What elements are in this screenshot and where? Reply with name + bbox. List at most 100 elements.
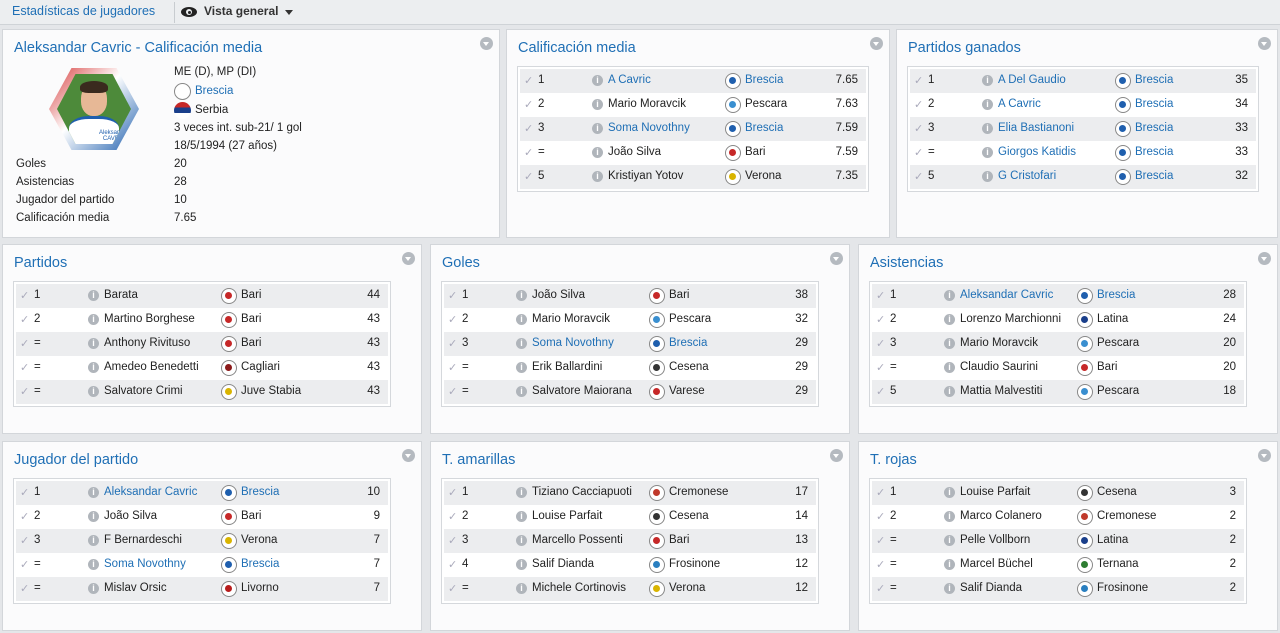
team-name[interactable]: Brescia: [745, 122, 784, 134]
player-name[interactable]: Mario Moravcik: [608, 98, 686, 110]
table-row[interactable]: ✓ = i Claudio Saurini Bari 20: [872, 356, 1244, 380]
team-name[interactable]: Latina: [1097, 534, 1129, 546]
info-icon[interactable]: i: [516, 314, 527, 325]
team-name[interactable]: Brescia: [745, 74, 784, 86]
info-icon[interactable]: i: [982, 75, 993, 86]
info-icon[interactable]: i: [88, 487, 99, 498]
table-row[interactable]: ✓ = i Amedeo Benedetti Cagliari 43: [16, 356, 388, 380]
info-icon[interactable]: i: [88, 290, 99, 301]
table-row[interactable]: ✓ = i Erik Ballardini Cesena 29: [444, 356, 816, 380]
panel-menu-icon[interactable]: [402, 252, 415, 265]
info-icon[interactable]: i: [944, 559, 955, 570]
table-row[interactable]: ✓ = i Pelle Vollborn Latina 2: [872, 529, 1244, 553]
chevron-down-icon[interactable]: [285, 10, 293, 15]
team-name[interactable]: Pescara: [1097, 337, 1140, 349]
player-name[interactable]: João Silva: [532, 289, 586, 301]
table-row[interactable]: ✓ 3 i Marcello Possenti Bari 13: [444, 529, 816, 553]
player-name[interactable]: Giorgos Katidis: [998, 146, 1076, 158]
shortlist-check-icon[interactable]: ✓: [524, 99, 534, 111]
shortlist-check-icon[interactable]: ✓: [876, 535, 886, 547]
player-name[interactable]: Mattia Malvestiti: [960, 385, 1043, 397]
team-name[interactable]: Livorno: [241, 582, 279, 594]
team-name[interactable]: Cagliari: [241, 361, 280, 373]
info-icon[interactable]: i: [982, 123, 993, 134]
player-name[interactable]: Soma Novothny: [104, 558, 186, 570]
shortlist-check-icon[interactable]: ✓: [20, 511, 30, 523]
table-row[interactable]: ✓ 5 i G Cristofari Brescia 32: [910, 165, 1256, 189]
info-icon[interactable]: i: [516, 511, 527, 522]
info-icon[interactable]: i: [516, 583, 527, 594]
shortlist-check-icon[interactable]: ✓: [20, 362, 30, 374]
team-name[interactable]: Brescia: [241, 486, 280, 498]
player-name[interactable]: Lorenzo Marchionni: [960, 313, 1062, 325]
shortlist-check-icon[interactable]: ✓: [524, 171, 534, 183]
table-row[interactable]: ✓ 1 i Barata Bari 44: [16, 284, 388, 308]
shortlist-check-icon[interactable]: ✓: [876, 386, 886, 398]
shortlist-check-icon[interactable]: ✓: [20, 290, 30, 302]
table-row[interactable]: ✓ 4 i Salif Dianda Frosinone 12: [444, 553, 816, 577]
team-name[interactable]: Pescara: [669, 313, 712, 325]
info-icon[interactable]: i: [88, 362, 99, 373]
table-row[interactable]: ✓ = i Salvatore Maiorana Varese 29: [444, 380, 816, 404]
info-icon[interactable]: i: [516, 290, 527, 301]
team-name[interactable]: Varese: [669, 385, 705, 397]
player-name[interactable]: Erik Ballardini: [532, 361, 603, 373]
team-name[interactable]: Pescara: [745, 98, 788, 110]
info-icon[interactable]: i: [592, 75, 603, 86]
team-name[interactable]: Frosinone: [669, 558, 721, 570]
table-row[interactable]: ✓ 2 i Marco Colanero Cremonese 2: [872, 505, 1244, 529]
team-name[interactable]: Cremonese: [669, 486, 729, 498]
table-row[interactable]: ✓ 1 i João Silva Bari 38: [444, 284, 816, 308]
shortlist-check-icon[interactable]: ✓: [524, 75, 534, 87]
info-icon[interactable]: i: [982, 171, 993, 182]
info-icon[interactable]: i: [88, 386, 99, 397]
shortlist-check-icon[interactable]: ✓: [448, 535, 458, 547]
table-row[interactable]: ✓ 3 i F Bernardeschi Verona 7: [16, 529, 388, 553]
table-row[interactable]: ✓ 2 i Mario Moravcik Pescara 7.63: [520, 93, 866, 117]
player-name[interactable]: Salvatore Crimi: [104, 385, 183, 397]
info-icon[interactable]: i: [516, 535, 527, 546]
table-row[interactable]: ✓ 1 i Tiziano Cacciapuoti Cremonese 17: [444, 481, 816, 505]
info-icon[interactable]: i: [88, 583, 99, 594]
player-name[interactable]: Tiziano Cacciapuoti: [532, 486, 632, 498]
table-row[interactable]: ✓ 2 i Louise Parfait Cesena 14: [444, 505, 816, 529]
breadcrumb[interactable]: Estadísticas de jugadores: [12, 4, 156, 18]
player-name[interactable]: Salif Dianda: [532, 558, 595, 570]
shortlist-check-icon[interactable]: ✓: [914, 171, 924, 183]
team-name[interactable]: Pescara: [1097, 385, 1140, 397]
team-name[interactable]: Bari: [1097, 361, 1118, 373]
info-icon[interactable]: i: [944, 338, 955, 349]
table-row[interactable]: ✓ = i Salif Dianda Frosinone 2: [872, 577, 1244, 601]
team-name[interactable]: Juve Stabia: [241, 385, 302, 397]
player-name[interactable]: Soma Novothny: [532, 337, 614, 349]
info-icon[interactable]: i: [592, 99, 603, 110]
table-row[interactable]: ✓ 1 i A Cavric Brescia 7.65: [520, 69, 866, 93]
team-name[interactable]: Brescia: [1097, 289, 1136, 301]
panel-menu-icon[interactable]: [830, 449, 843, 462]
info-icon[interactable]: i: [982, 147, 993, 158]
table-row[interactable]: ✓ 3 i Mario Moravcik Pescara 20: [872, 332, 1244, 356]
team-name[interactable]: Bari: [669, 534, 690, 546]
info-icon[interactable]: i: [592, 123, 603, 134]
shortlist-check-icon[interactable]: ✓: [876, 314, 886, 326]
info-icon[interactable]: i: [982, 99, 993, 110]
info-icon[interactable]: i: [88, 338, 99, 349]
shortlist-check-icon[interactable]: ✓: [914, 75, 924, 87]
info-icon[interactable]: i: [516, 487, 527, 498]
team-name[interactable]: Verona: [241, 534, 278, 546]
team-name[interactable]: Brescia: [1135, 74, 1174, 86]
panel-menu-icon[interactable]: [1258, 252, 1271, 265]
team-name[interactable]: Latina: [1097, 313, 1129, 325]
team-name[interactable]: Brescia: [1135, 170, 1174, 182]
player-name[interactable]: Martino Borghese: [104, 313, 195, 325]
team-name[interactable]: Bari: [241, 313, 262, 325]
info-icon[interactable]: i: [944, 362, 955, 373]
table-row[interactable]: ✓ 1 i Louise Parfait Cesena 3: [872, 481, 1244, 505]
shortlist-check-icon[interactable]: ✓: [914, 123, 924, 135]
team-name[interactable]: Brescia: [1135, 146, 1174, 158]
info-icon[interactable]: i: [944, 583, 955, 594]
shortlist-check-icon[interactable]: ✓: [448, 314, 458, 326]
team-name[interactable]: Bari: [241, 337, 262, 349]
panel-menu-icon[interactable]: [830, 252, 843, 265]
table-row[interactable]: ✓ 5 i Mattia Malvestiti Pescara 18: [872, 380, 1244, 404]
